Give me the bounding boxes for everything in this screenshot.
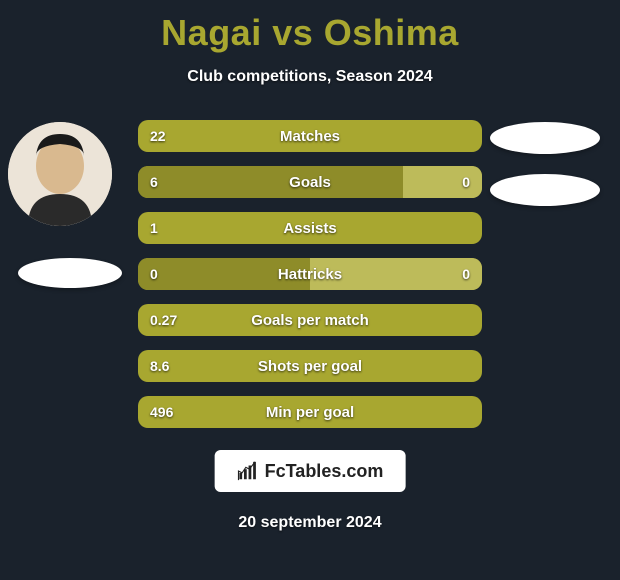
stat-value-left: 1 (150, 212, 158, 244)
stat-row: Matches22 (138, 120, 482, 152)
stat-value-left: 496 (150, 396, 173, 428)
logo-badge[interactable]: FcTables.com (215, 450, 406, 492)
stat-value-left: 6 (150, 166, 158, 198)
stat-row: Hattricks0 0 (138, 258, 482, 290)
stat-value-right: 0 (462, 166, 470, 198)
decorative-ellipse-right-2 (490, 174, 600, 206)
stat-value-left: 0 (150, 258, 158, 290)
logo-text: FcTables.com (265, 461, 384, 482)
bar-chart-icon (237, 460, 259, 482)
page-title: Nagai vs Oshima (0, 0, 620, 54)
footer-date: 20 september 2024 (0, 514, 620, 532)
stat-label: Shots per goal (138, 350, 482, 382)
stat-label: Matches (138, 120, 482, 152)
stat-row: Goals per match0.27 (138, 304, 482, 336)
avatar-placeholder-icon (8, 122, 112, 226)
page-subtitle: Club competitions, Season 2024 (0, 68, 620, 86)
comparison-card: Nagai vs Oshima Club competitions, Seaso… (0, 0, 620, 580)
stat-label: Assists (138, 212, 482, 244)
stat-row: Assists1 (138, 212, 482, 244)
stat-label: Hattricks (138, 258, 482, 290)
stat-label: Min per goal (138, 396, 482, 428)
decorative-ellipse-right-1 (490, 122, 600, 154)
stat-row: Goals6 0 (138, 166, 482, 198)
stat-row: Shots per goal8.6 (138, 350, 482, 382)
stat-row: Min per goal496 (138, 396, 482, 428)
player-left-avatar (8, 122, 112, 226)
stat-value-left: 8.6 (150, 350, 169, 382)
decorative-ellipse-left (18, 258, 122, 288)
stat-label: Goals per match (138, 304, 482, 336)
stats-container: Matches22Goals60Assists1Hattricks00Goals… (138, 120, 482, 442)
stat-label: Goals (138, 166, 482, 198)
stat-value-left: 22 (150, 120, 166, 152)
stat-value-right: 0 (462, 258, 470, 290)
stat-value-left: 0.27 (150, 304, 177, 336)
